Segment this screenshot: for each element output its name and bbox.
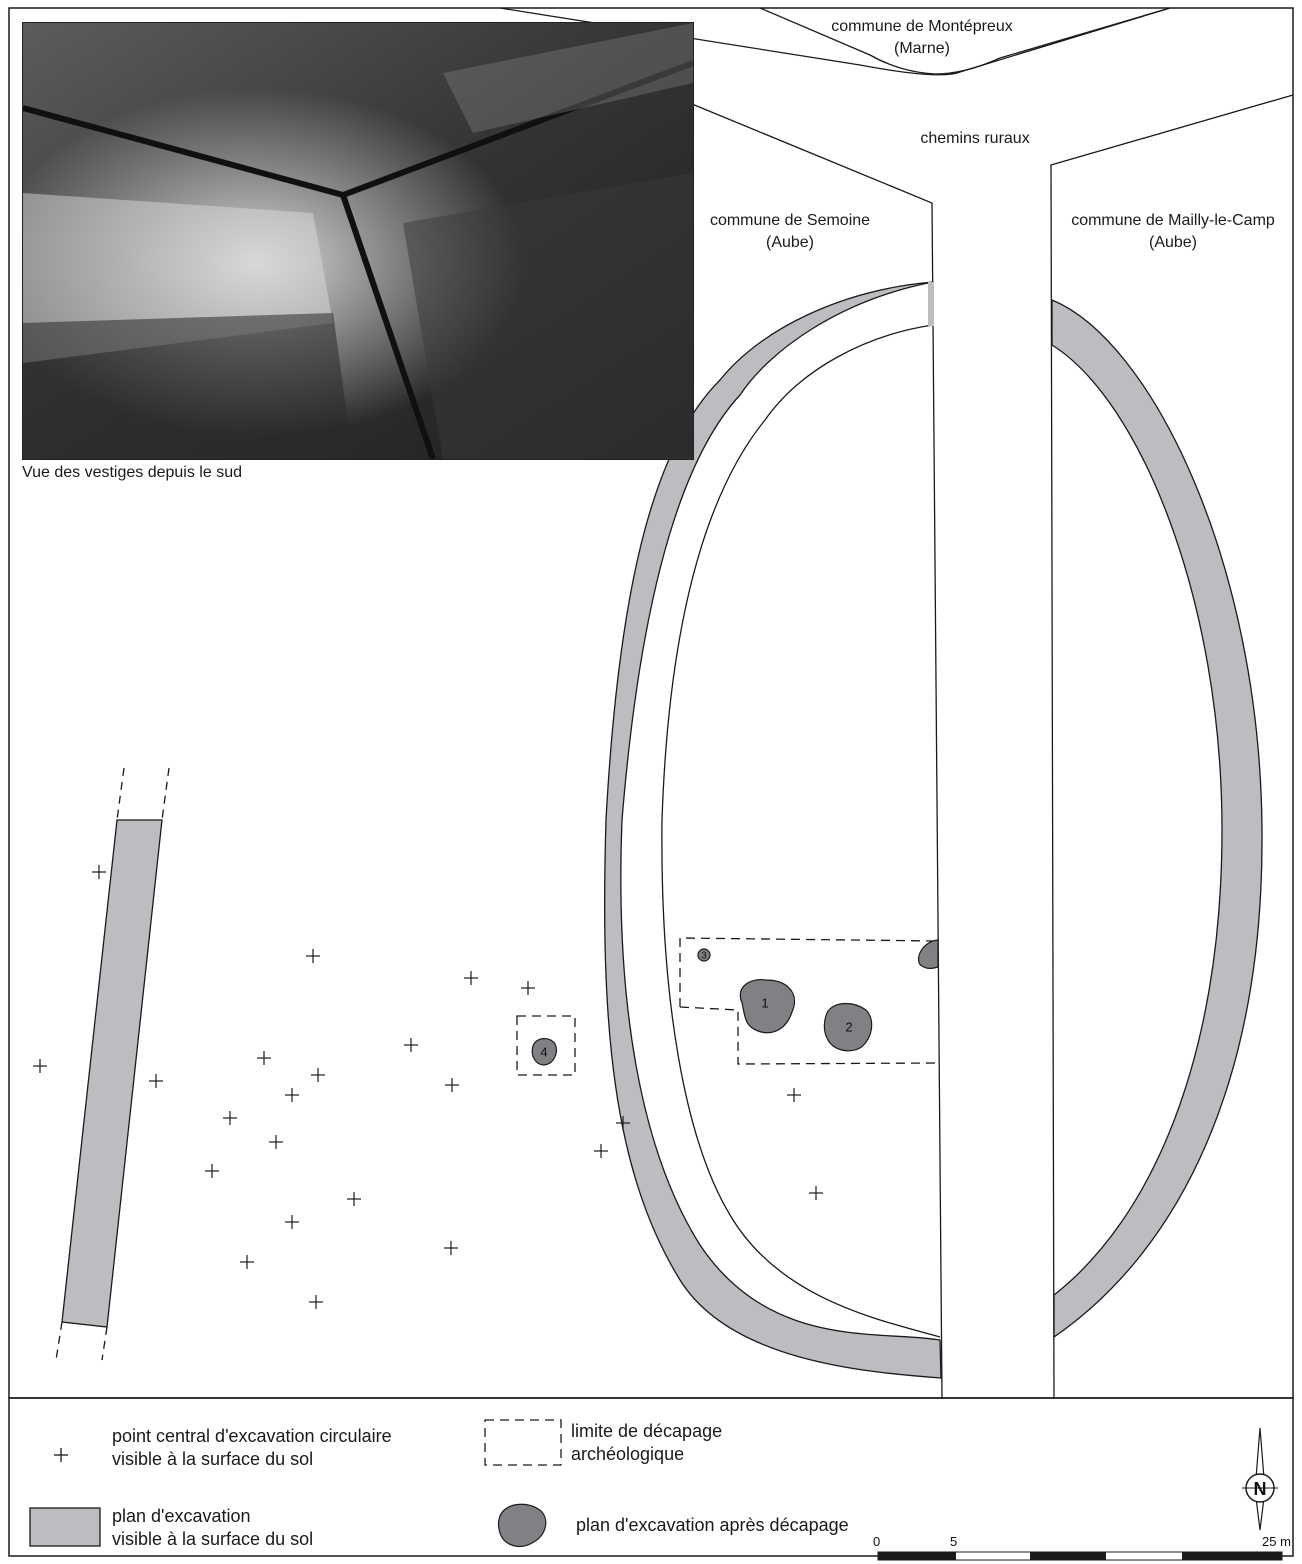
linear-excavation-dashes	[55, 767, 170, 1361]
label-chemins-ruraux: chemins ruraux	[920, 130, 1030, 147]
scale-end: 25 m	[1262, 1534, 1291, 1549]
legend-pit-symbol	[497, 1503, 547, 1547]
pit-4: 4	[531, 1038, 557, 1066]
scale-bar	[877, 1551, 1283, 1561]
legend-dashed-symbol	[484, 1419, 562, 1466]
legend-dashed-text: limite de décapage archéologique	[571, 1421, 723, 1464]
excavation-center-cross	[257, 1051, 271, 1065]
pit-label: 1	[761, 996, 768, 1011]
excavation-center-cross	[33, 1059, 47, 1073]
label-montepreux: commune de Montépreux (Marne)	[831, 18, 1013, 57]
excavation-center-cross	[445, 1078, 459, 1092]
pit-3: 3	[697, 948, 711, 962]
north-letter: N	[1254, 1479, 1267, 1499]
label-mailly: commune de Mailly-le-Camp (Aube)	[1071, 212, 1275, 251]
excavation-center-cross	[521, 981, 535, 995]
pit-edge	[917, 939, 939, 969]
excavation-center-cross	[149, 1074, 163, 1088]
excavation-center-cross	[404, 1038, 418, 1052]
legend-cross-text: point central d'excavation circulaire vi…	[112, 1426, 392, 1469]
legend-grey-text: plan d'excavation visible à la surface d…	[112, 1506, 314, 1549]
scale-mid: 5	[950, 1534, 958, 1549]
pit-label: 3	[701, 951, 707, 962]
excavation-center-cross	[285, 1088, 299, 1102]
legend-cross-symbol	[54, 1448, 68, 1462]
pit-label: 2	[845, 1020, 852, 1035]
legend-grey-symbol	[29, 1507, 101, 1547]
pit-1: 1	[739, 979, 796, 1034]
excavation-center-cross	[92, 865, 106, 879]
label-semoine: commune de Semoine (Aube)	[709, 212, 871, 251]
enclosure-west-inner	[661, 324, 941, 1338]
excavation-center-points	[33, 865, 823, 1309]
pit-2: 2	[823, 1003, 873, 1052]
linear-excavation	[61, 819, 163, 1328]
excavation-center-cross	[285, 1215, 299, 1229]
enclosure-east	[1051, 299, 1263, 1339]
excavation-center-cross	[787, 1088, 801, 1102]
pit-label: 4	[540, 1045, 547, 1060]
scale-start: 0	[873, 1534, 881, 1549]
excavation-center-cross	[594, 1144, 608, 1158]
excavation-center-cross	[240, 1255, 254, 1269]
stripping-limits	[516, 937, 939, 1076]
excavation-center-cross	[223, 1111, 237, 1125]
legend-frame	[8, 1397, 1294, 1557]
enclosure-west	[603, 281, 942, 1379]
north-arrow-icon: N	[1242, 1427, 1278, 1531]
aerial-photo	[22, 22, 694, 460]
excavation-center-cross	[269, 1135, 283, 1149]
excavation-center-cross	[309, 1295, 323, 1309]
legend-pit-text: plan d'excavation après décapage	[576, 1515, 849, 1535]
rural-roads	[499, 7, 1294, 1399]
excavation-center-cross	[306, 949, 320, 963]
excavation-center-cross	[311, 1068, 325, 1082]
excavation-center-cross	[205, 1164, 219, 1178]
photo-caption: Vue des vestiges depuis le sud	[22, 464, 242, 481]
excavation-center-cross	[809, 1186, 823, 1200]
excavation-center-cross	[444, 1241, 458, 1255]
excavation-center-cross	[616, 1116, 630, 1130]
excavation-center-cross	[464, 971, 478, 985]
excavation-center-cross	[347, 1192, 361, 1206]
